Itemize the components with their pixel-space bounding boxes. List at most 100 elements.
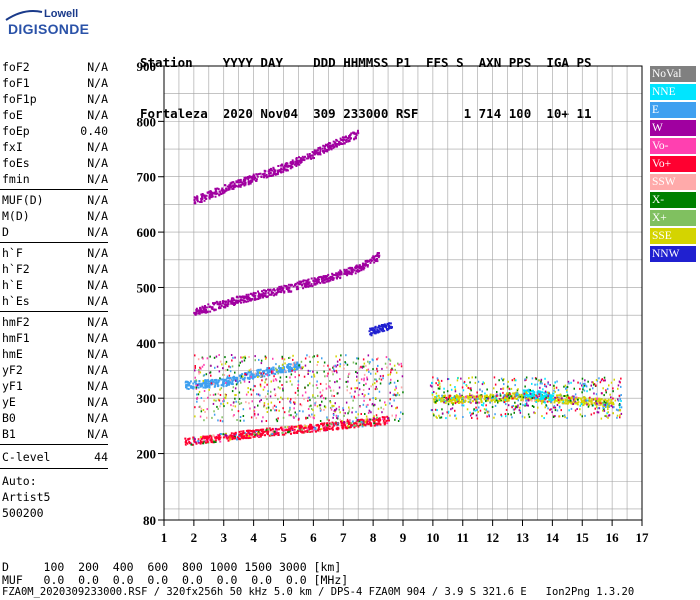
data-point-w — [242, 182, 245, 185]
data-point-sse — [438, 397, 441, 400]
data-point-spread — [562, 400, 565, 403]
data-point-w — [295, 288, 298, 291]
data-point-spread — [505, 408, 508, 411]
data-point-spread — [314, 402, 316, 405]
data-point-w — [204, 305, 206, 307]
data-point-w — [335, 276, 338, 279]
data-point-w — [193, 201, 196, 204]
data-point-w — [350, 273, 353, 276]
data-point-spread — [272, 379, 275, 382]
data-point-w — [346, 274, 349, 277]
data-point-spread — [604, 379, 606, 382]
data-point-spread — [290, 414, 292, 417]
data-point-spread — [323, 408, 325, 411]
data-point-spread — [436, 377, 439, 380]
data-point-spread — [327, 372, 329, 375]
data-point-spread — [554, 390, 556, 393]
data-point-spread — [496, 391, 498, 393]
data-point-vo — [300, 427, 303, 430]
data-point-spread — [508, 396, 510, 399]
data-point-w — [353, 269, 356, 272]
data-point-vo — [295, 431, 298, 434]
data-point-spread — [448, 396, 450, 399]
data-point-spread — [354, 416, 357, 419]
data-point-vo — [366, 421, 369, 424]
data-point-vo — [295, 425, 298, 428]
data-point-spread — [376, 370, 379, 373]
data-point-w — [283, 168, 286, 171]
data-point-w — [316, 278, 319, 281]
legend-item-e: E — [650, 102, 696, 118]
data-point-spread — [264, 395, 267, 398]
data-point-w — [362, 264, 365, 267]
data-point-e — [267, 374, 270, 377]
data-point-sse — [599, 400, 602, 403]
data-point-spread — [395, 407, 397, 410]
data-point-spread — [239, 361, 241, 364]
data-point-w — [193, 311, 196, 314]
data-point-w — [285, 168, 288, 171]
data-point-spread — [310, 375, 313, 378]
data-point-spread — [348, 410, 350, 413]
param-row-fof1p: foF1p N/A — [2, 92, 108, 108]
data-point-spread — [310, 404, 312, 407]
data-point-w — [325, 148, 328, 151]
data-point-w — [360, 267, 363, 270]
data-point-vo — [351, 424, 353, 427]
data-point-spread — [433, 400, 435, 403]
data-point-w — [193, 196, 196, 199]
data-point-vo — [280, 426, 283, 429]
data-point-spread — [202, 409, 205, 411]
data-point-spread — [380, 406, 382, 409]
data-point-w — [223, 300, 226, 303]
data-point-spread — [473, 409, 475, 412]
data-point-spread — [539, 392, 541, 395]
data-point-spread — [196, 400, 198, 403]
data-point-vo — [260, 432, 263, 435]
data-point-vo — [234, 431, 237, 434]
data-point-spread — [469, 411, 471, 414]
data-point-spread — [384, 362, 387, 365]
data-point-e — [263, 369, 266, 372]
data-point-spread — [612, 412, 614, 415]
data-point-spread — [319, 382, 322, 385]
data-point-vo — [213, 441, 216, 444]
data-point-vo — [187, 438, 190, 441]
data-point-spread — [264, 378, 267, 381]
data-point-spread — [321, 400, 323, 403]
data-point-vo — [341, 424, 344, 427]
data-point-spread — [602, 407, 604, 410]
data-point-spread — [280, 396, 282, 399]
data-point-spread — [512, 392, 514, 395]
data-point-sse — [483, 398, 486, 401]
data-point-spread — [496, 395, 498, 397]
data-point-spread — [481, 390, 483, 393]
data-point-w — [339, 269, 342, 272]
data-point-nnw — [387, 323, 389, 326]
data-point-w — [377, 254, 380, 257]
data-point-vo — [240, 434, 243, 437]
data-point-e — [262, 371, 265, 374]
data-point-w — [226, 305, 229, 308]
data-point-e — [296, 361, 298, 364]
data-point-vo — [351, 420, 354, 423]
data-point-spread — [270, 409, 272, 412]
data-point-spread — [210, 364, 212, 367]
data-point-spread — [307, 369, 310, 372]
data-point-sse — [492, 394, 495, 397]
data-point-spread — [479, 409, 482, 412]
data-point-vo — [325, 426, 328, 429]
data-point-sse — [457, 396, 460, 399]
data-point-spread — [250, 393, 253, 396]
data-point-w — [242, 296, 245, 299]
data-point-e — [277, 370, 280, 373]
data-point-spread — [460, 397, 463, 399]
data-point-vo — [325, 428, 328, 431]
data-point-spread — [304, 391, 307, 394]
data-point-w — [267, 291, 270, 294]
data-point-spread — [283, 411, 286, 414]
data-point-spread — [294, 391, 297, 394]
data-point-nnw — [372, 327, 375, 330]
data-point-w — [258, 293, 261, 296]
data-point-spread — [581, 415, 583, 418]
